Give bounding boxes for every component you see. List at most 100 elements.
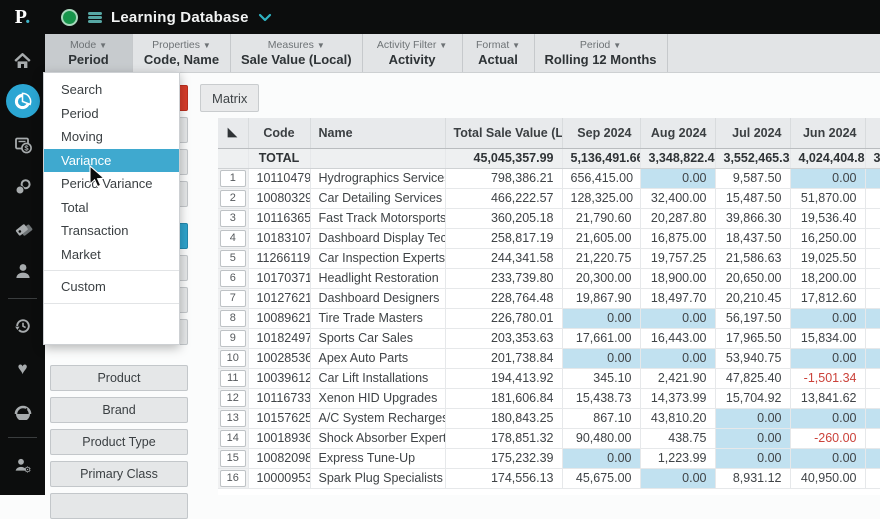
jun-2024-cell[interactable]: 18,200.00: [789, 268, 865, 289]
toolbar-properties[interactable]: Properties ▼ Code, Name: [133, 34, 231, 72]
total-aug-2024[interactable]: 3,348,822.41: [639, 148, 715, 169]
code-cell[interactable]: 10028536: [247, 348, 310, 369]
jul-2024-cell[interactable]: 21,586.63: [714, 248, 790, 269]
sep-2024-cell[interactable]: 21,605.00: [561, 228, 640, 249]
total-sale-value-cell[interactable]: 233,739.80: [444, 268, 562, 289]
panel-button-product-type[interactable]: Product Type: [50, 429, 188, 455]
code-cell[interactable]: 10182497: [247, 328, 310, 349]
jun-2024-cell[interactable]: -260.00: [789, 428, 865, 449]
jul-2024-cell[interactable]: 56,197.50: [714, 308, 790, 329]
code-cell[interactable]: 10110479: [247, 168, 310, 189]
sep-2024-cell[interactable]: 0.00: [561, 448, 640, 469]
total-sale-value-cell[interactable]: 181,606.84: [444, 388, 562, 409]
name-cell[interactable]: Shock Absorber Experts: [309, 428, 445, 449]
name-cell[interactable]: Express Tune-Up: [309, 448, 445, 469]
jun-2024-cell[interactable]: 0.00: [789, 308, 865, 329]
col-header-sep-2024[interactable]: Sep 2024: [561, 118, 640, 149]
jun-2024-cell[interactable]: 51,870.00: [789, 188, 865, 209]
user-settings-icon[interactable]: ⚙: [0, 450, 45, 480]
home-icon[interactable]: [0, 46, 45, 76]
name-cell[interactable]: Car Detailing Services: [309, 188, 445, 209]
row-number-cell[interactable]: 13: [218, 408, 248, 429]
aug-2024-cell[interactable]: 1,223.99: [639, 448, 715, 469]
row-number-cell[interactable]: 6: [218, 268, 248, 289]
jul-2024-cell[interactable]: 47,825.40: [714, 368, 790, 389]
total-sale-value-cell[interactable]: 178,851.32: [444, 428, 562, 449]
row-number-cell[interactable]: 1: [218, 168, 248, 189]
row-number-cell[interactable]: 7: [218, 288, 248, 309]
analytics-donut-icon[interactable]: [5, 84, 40, 118]
person-icon[interactable]: [0, 256, 45, 286]
jun-2024-cell[interactable]: 17,812.60: [789, 288, 865, 309]
row-number-cell[interactable]: 12: [218, 388, 248, 409]
aug-2024-cell[interactable]: 16,443.00: [639, 328, 715, 349]
panel-button-product[interactable]: Product: [50, 365, 188, 391]
database-title[interactable]: Learning Database: [111, 8, 249, 26]
menu-item-moving[interactable]: Moving: [61, 129, 103, 145]
name-cell[interactable]: Fast Track Motorsports: [309, 208, 445, 229]
total-sale-value-cell[interactable]: 174,556.13: [444, 468, 562, 489]
code-cell[interactable]: 10018936: [247, 428, 310, 449]
row-number-cell[interactable]: 2: [218, 188, 248, 209]
total-sale-value-cell[interactable]: 228,764.48: [444, 288, 562, 309]
aug-2024-cell[interactable]: 18,900.00: [639, 268, 715, 289]
jun-2024-cell[interactable]: 0.00: [789, 448, 865, 469]
row-number-cell[interactable]: 15: [218, 448, 248, 469]
row-number-cell[interactable]: 10: [218, 348, 248, 369]
aug-2024-cell[interactable]: 0.00: [639, 468, 715, 489]
menu-item-period-variance[interactable]: Period Variance: [61, 176, 153, 192]
total-sale-value-cell[interactable]: 175,232.39: [444, 448, 562, 469]
code-cell[interactable]: 10170371: [247, 268, 310, 289]
code-cell[interactable]: 10116733: [247, 388, 310, 409]
menu-item-variance[interactable]: Variance: [44, 148, 179, 172]
chevron-down-icon[interactable]: [258, 13, 272, 22]
name-cell[interactable]: Apex Auto Parts: [309, 348, 445, 369]
jul-2024-cell[interactable]: 0.00: [714, 408, 790, 429]
jul-2024-cell[interactable]: 39,866.30: [714, 208, 790, 229]
row-number-cell[interactable]: 11: [218, 368, 248, 389]
menu-item-transaction[interactable]: Transaction: [61, 223, 129, 239]
col-header-jul-2024[interactable]: Jul 2024: [714, 118, 790, 149]
total-sale-value[interactable]: 45,045,357.99: [444, 148, 562, 169]
jul-2024-cell[interactable]: 0.00: [714, 448, 790, 469]
total-sale-value-cell[interactable]: 798,386.21: [444, 168, 562, 189]
aug-2024-cell[interactable]: 20,287.80: [639, 208, 715, 229]
code-cell[interactable]: 10089621: [247, 308, 310, 329]
code-cell[interactable]: 10080329: [247, 188, 310, 209]
aug-2024-cell[interactable]: 2,421.90: [639, 368, 715, 389]
row-number-cell[interactable]: 9: [218, 328, 248, 349]
name-cell[interactable]: Sports Car Sales: [309, 328, 445, 349]
sep-2024-cell[interactable]: 656,415.00: [561, 168, 640, 189]
jun-2024-cell[interactable]: 15,834.00: [789, 328, 865, 349]
sep-2024-cell[interactable]: 0.00: [561, 308, 640, 329]
jun-2024-cell[interactable]: 0.00: [789, 408, 865, 429]
sep-2024-cell[interactable]: 90,480.00: [561, 428, 640, 449]
focus-corner-cell[interactable]: [218, 118, 248, 149]
name-cell[interactable]: Hydrographics Services: [309, 168, 445, 189]
code-cell[interactable]: 10127621: [247, 288, 310, 309]
name-cell[interactable]: Spark Plug Specialists: [309, 468, 445, 489]
menu-item-market[interactable]: Market: [61, 246, 101, 262]
total-jul-2024[interactable]: 3,552,465.32: [714, 148, 790, 169]
row-number-cell[interactable]: 3: [218, 208, 248, 229]
sep-2024-cell[interactable]: 21,790.60: [561, 208, 640, 229]
code-cell[interactable]: 10082098: [247, 448, 310, 469]
aug-2024-cell[interactable]: 18,497.70: [639, 288, 715, 309]
jun-2024-cell[interactable]: 0.00: [789, 168, 865, 189]
sep-2024-cell[interactable]: 128,325.00: [561, 188, 640, 209]
name-cell[interactable]: Car Inspection Experts: [309, 248, 445, 269]
menu-item-period[interactable]: Period: [61, 105, 99, 121]
code-cell[interactable]: 10000953: [247, 468, 310, 489]
jul-2024-cell[interactable]: 20,650.00: [714, 268, 790, 289]
code-cell[interactable]: 10183107: [247, 228, 310, 249]
jun-2024-cell[interactable]: -1,501.34: [789, 368, 865, 389]
name-cell[interactable]: Xenon HID Upgrades: [309, 388, 445, 409]
toolbar-measures[interactable]: Measures ▼ Sale Value (Local): [231, 34, 363, 72]
invoice-dollar-icon[interactable]: $: [0, 130, 45, 160]
row-number-cell[interactable]: 8: [218, 308, 248, 329]
jun-2024-cell[interactable]: 13,841.62: [789, 388, 865, 409]
total-label[interactable]: TOTAL: [247, 148, 310, 169]
jul-2024-cell[interactable]: 15,704.92: [714, 388, 790, 409]
sep-2024-cell[interactable]: 20,300.00: [561, 268, 640, 289]
toolbar-format[interactable]: Format ▼ Actual: [463, 34, 535, 72]
